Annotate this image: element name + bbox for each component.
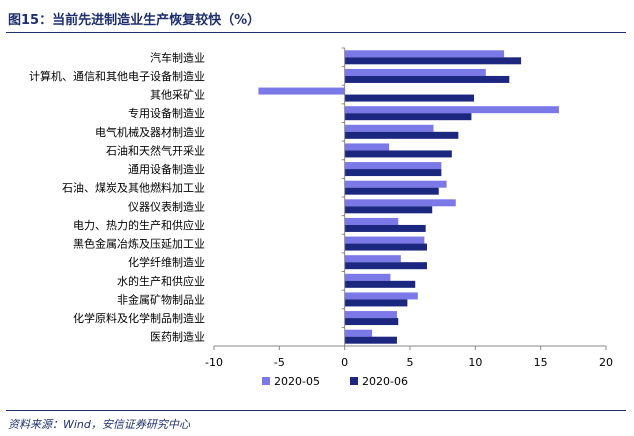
category-label: 化学纤维制造业 — [128, 255, 205, 269]
bar-2020-06-5 — [344, 150, 452, 158]
legend-label: 2020-05 — [274, 375, 320, 388]
bar-2020-05-12 — [344, 273, 391, 281]
x-tick-label: 10 — [468, 356, 482, 369]
bar-2020-05-9 — [344, 217, 399, 225]
x-tick-label: 20 — [599, 356, 613, 369]
bar-2020-06-8 — [344, 206, 433, 214]
category-label: 电力、热力的生产和供应业 — [73, 218, 205, 232]
bar-2020-05-14 — [344, 311, 397, 319]
bar-2020-06-10 — [344, 243, 427, 251]
top-rule — [6, 32, 626, 33]
category-label: 其他采矿业 — [150, 89, 205, 102]
bar-2020-05-2 — [258, 87, 345, 95]
category-label: 仪器仪表制造业 — [128, 199, 205, 213]
figure-title: 图15：当前先进制造业生产恢复较快（%） — [8, 13, 261, 28]
bar-2020-05-11 — [344, 255, 401, 263]
bar-2020-06-4 — [344, 131, 459, 139]
bar-2020-05-13 — [344, 292, 418, 300]
bar-2020-06-15 — [344, 336, 397, 344]
bar-2020-06-12 — [344, 280, 416, 288]
category-label: 水的生产和供应业 — [117, 274, 205, 288]
bar-2020-05-15 — [344, 329, 373, 337]
bar-2020-06-11 — [344, 262, 427, 270]
bottom-rule — [6, 410, 626, 411]
bar-2020-05-10 — [344, 236, 425, 244]
bar-2020-05-0 — [344, 50, 505, 58]
bar-2020-05-6 — [344, 162, 442, 170]
bar-2020-06-7 — [344, 187, 439, 195]
legend-label: 2020-06 — [362, 375, 408, 388]
bar-2020-06-9 — [344, 224, 426, 232]
category-label: 黑色金属冶炼及压延加工业 — [73, 237, 205, 251]
x-tick-label: -10 — [205, 356, 223, 369]
category-label: 通用设备制造业 — [128, 162, 205, 176]
bar-2020-05-3 — [344, 106, 559, 114]
category-label: 汽车制造业 — [150, 50, 205, 64]
bar-2020-06-13 — [344, 299, 408, 307]
x-tick-label: 5 — [407, 356, 414, 369]
bar-2020-05-4 — [344, 124, 434, 132]
legend-swatch-2020-05 — [262, 377, 270, 385]
category-label: 非金属矿物制品业 — [117, 292, 205, 306]
category-label: 专用设备制造业 — [128, 106, 205, 120]
category-label: 医药制造业 — [150, 330, 205, 344]
x-tick-label: 15 — [534, 356, 548, 369]
category-label: 计算机、通信和其他电子设备制造业 — [29, 69, 205, 83]
bar-2020-06-6 — [344, 169, 442, 177]
bar-2020-06-3 — [344, 113, 472, 121]
bar-2020-06-14 — [344, 318, 399, 326]
bar-2020-05-8 — [344, 199, 456, 207]
category-label: 化学原料及化学制品制造业 — [73, 311, 205, 325]
x-tick-label: -5 — [274, 356, 285, 369]
bar-2020-05-1 — [344, 68, 486, 76]
legend-swatch-2020-06 — [350, 377, 358, 385]
bar-2020-06-0 — [344, 57, 522, 65]
category-label: 石油和天然气开采业 — [106, 143, 205, 157]
bar-2020-06-2 — [344, 94, 475, 102]
x-tick-label: 0 — [341, 356, 348, 369]
bar-2020-05-7 — [344, 180, 447, 188]
category-label: 石油、煤炭及其他燃料加工业 — [62, 181, 205, 195]
category-label: 电气机械及器材制造业 — [95, 125, 205, 139]
source-note: 资料来源：Wind，安信证券研究中心 — [8, 418, 190, 431]
bar-2020-06-1 — [344, 75, 510, 83]
bar-2020-05-5 — [344, 143, 390, 151]
